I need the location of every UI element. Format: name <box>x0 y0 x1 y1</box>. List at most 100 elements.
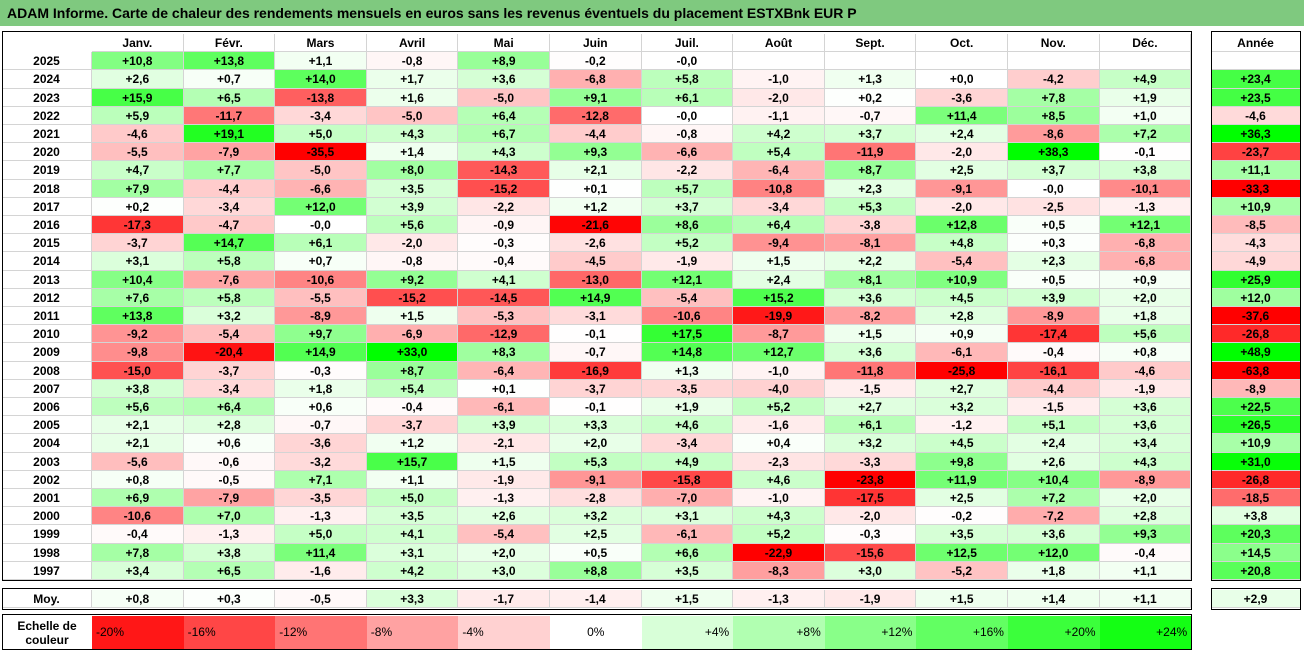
heatmap-cell: +0,7 <box>275 252 367 271</box>
heatmap-cell: -3,4 <box>641 434 734 453</box>
heatmap-cell: -3,6 <box>916 88 1008 107</box>
heatmap-cell: +3,5 <box>366 507 459 526</box>
heatmap-cell: +12,5 <box>916 543 1008 562</box>
annual-cell: -8,5 <box>1211 216 1301 235</box>
heatmap-cell: +1,5 <box>458 452 550 471</box>
heatmap-cell: -5,0 <box>458 88 550 107</box>
heatmap-cell: +6,1 <box>275 234 367 253</box>
heatmap-cell: -3,4 <box>275 106 367 125</box>
heatmap-cell: -0,0 <box>1008 179 1100 198</box>
heatmap-cell: +4,6 <box>641 416 734 435</box>
scale-step: 0% <box>550 616 642 650</box>
heatmap-cell: +3,9 <box>366 197 459 216</box>
month-header: Avril <box>366 34 459 53</box>
heatmap-cell: +2,4 <box>733 270 825 289</box>
heatmap-cell: +5,2 <box>733 525 825 544</box>
heatmap-cell: +0,3 <box>1008 234 1100 253</box>
heatmap-cell: +0,9 <box>916 325 1008 344</box>
heatmap-cell: -0,4 <box>92 525 184 544</box>
heatmap-cell: -3,4 <box>183 197 276 216</box>
heatmap-cell: -0,4 <box>366 398 459 417</box>
annual-cell: -33,3 <box>1211 179 1301 198</box>
chart-title: ADAM Informe. Carte de chaleur des rende… <box>0 0 1304 26</box>
heatmap-cell: -7,9 <box>183 489 276 508</box>
heatmap-cell: +9,7 <box>275 325 367 344</box>
heatmap-cell: +6,4 <box>458 106 550 125</box>
heatmap-cell: -0,4 <box>1099 543 1192 562</box>
heatmap-cell: +0,7 <box>183 70 276 89</box>
heatmap-cell: +6,4 <box>183 398 276 417</box>
heatmap-cell: -16,1 <box>1008 361 1100 380</box>
heatmap-cell: -2,0 <box>733 88 825 107</box>
year-label: 1998 <box>2 543 92 562</box>
heatmap-cell: +2,0 <box>458 543 550 562</box>
heatmap-cell: -4,0 <box>733 379 825 398</box>
heatmap-cell: +1,8 <box>1008 561 1100 580</box>
scale-label-line2: couleur <box>25 633 69 647</box>
average-cell: -1,9 <box>824 590 917 608</box>
heatmap-cell: +4,9 <box>641 452 734 471</box>
heatmap-cell: +0,5 <box>1008 270 1100 289</box>
heatmap-cell: +7,6 <box>92 288 184 307</box>
year-label: 2014 <box>2 252 92 271</box>
annual-cell: -4,9 <box>1211 252 1301 271</box>
heatmap-cell: +7,0 <box>183 507 276 526</box>
heatmap-cell: -8,9 <box>1099 470 1192 489</box>
heatmap-cell: -15,2 <box>458 179 550 198</box>
average-cell: +0,8 <box>92 590 184 608</box>
heatmap-cell: -3,5 <box>641 379 734 398</box>
heatmap-cell: -1,6 <box>733 416 825 435</box>
year-label: 2010 <box>2 325 92 344</box>
month-header: Oct. <box>916 34 1008 53</box>
heatmap-cell: -20,4 <box>183 343 276 362</box>
heatmap-cell: +14,9 <box>275 343 367 362</box>
heatmap-cell: -6,4 <box>458 361 550 380</box>
heatmap-cell: -11,7 <box>183 106 276 125</box>
heatmap-cell: -9,1 <box>550 470 642 489</box>
heatmap-cell: -12,9 <box>458 325 550 344</box>
heatmap-cell: -3,7 <box>183 361 276 380</box>
heatmap-cell: +2,7 <box>916 379 1008 398</box>
heatmap-cell: +0,6 <box>183 434 276 453</box>
heatmap-cell: -5,6 <box>92 452 184 471</box>
heatmap-cell: +3,5 <box>641 561 734 580</box>
heatmap-cell: -2,0 <box>366 234 459 253</box>
year-label: 2015 <box>2 234 92 253</box>
heatmap-cell: +0,0 <box>916 70 1008 89</box>
scale-step: -4% <box>458 616 550 650</box>
heatmap-cell: +2,5 <box>550 525 642 544</box>
heatmap-cell: -4,6 <box>1099 361 1192 380</box>
heatmap-cell: -0,1 <box>550 398 642 417</box>
heatmap-cell: -2,0 <box>916 197 1008 216</box>
heatmap-cell: -5,4 <box>641 288 734 307</box>
heatmap-cell: +4,5 <box>916 288 1008 307</box>
heatmap-cell: +6,7 <box>458 125 550 144</box>
annual-cell: -63,8 <box>1211 361 1301 380</box>
heatmap-cell: -9,2 <box>92 325 184 344</box>
heatmap-cell: +12,0 <box>275 197 367 216</box>
heatmap-cell: -21,6 <box>550 216 642 235</box>
heatmap-cell: +3,6 <box>1008 525 1100 544</box>
heatmap-cell: +3,5 <box>366 179 459 198</box>
heatmap-cell: +1,2 <box>550 197 642 216</box>
heatmap-cell: -3,7 <box>550 379 642 398</box>
heatmap-cell: +6,5 <box>183 561 276 580</box>
heatmap-cell: +2,1 <box>92 434 184 453</box>
heatmap-cell: -4,4 <box>183 179 276 198</box>
heatmap-cell: -10,6 <box>275 270 367 289</box>
heatmap-cell: +1,8 <box>275 379 367 398</box>
year-label: 2006 <box>2 398 92 417</box>
heatmap-cell: +10,9 <box>916 270 1008 289</box>
heatmap-cell: +0,8 <box>1099 343 1192 362</box>
heatmap-cell: -4,4 <box>1008 379 1100 398</box>
heatmap-cell: +6,1 <box>641 88 734 107</box>
heatmap-cell: -11,8 <box>824 361 917 380</box>
heatmap-cell: -10,1 <box>1099 179 1192 198</box>
month-header: Mars <box>275 34 367 53</box>
heatmap-cell: +9,1 <box>550 88 642 107</box>
heatmap-cell: +9,2 <box>366 270 459 289</box>
heatmap-cell: +2,5 <box>916 489 1008 508</box>
heatmap-cell: +5,8 <box>183 252 276 271</box>
heatmap-cell: -3,2 <box>275 452 367 471</box>
